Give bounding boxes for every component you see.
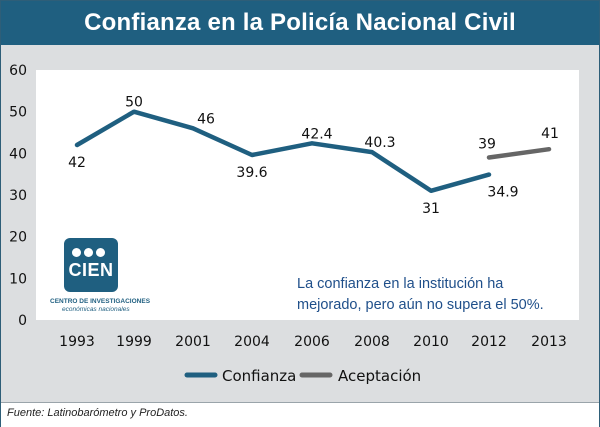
series-line-aceptacin	[486, 146, 552, 160]
cien-logo: CIEN	[64, 238, 118, 292]
legend-label: Confianza	[222, 367, 296, 385]
x-tick-label: 2008	[354, 334, 390, 350]
data-label: 39.6	[236, 165, 267, 181]
x-tick-label: 2004	[234, 334, 270, 350]
x-tick-label: 2012	[471, 334, 507, 350]
data-label: 46	[197, 111, 215, 127]
source-note: Fuente: Latinobarómetro y ProDatos.	[7, 407, 188, 419]
legend-label: Aceptación	[338, 367, 421, 385]
logo-caption-line1: CENTRO DE INVESTIGACIONES	[50, 298, 151, 305]
chart-title: Confianza en la Policía Nacional Civil	[84, 9, 516, 36]
annotation-note: La confianza en la institución ha mejora…	[297, 276, 544, 313]
x-tick-label: 2006	[294, 334, 330, 350]
logo-text: CIEN	[68, 260, 114, 280]
x-tick-label: 2013	[531, 334, 567, 350]
series-line-confianza	[74, 109, 492, 194]
logo-caption-line2: económicas nacionales	[62, 306, 130, 313]
y-tick-label: 50	[9, 105, 27, 121]
data-label: 31	[422, 201, 440, 217]
data-label: 40.3	[364, 135, 395, 151]
data-label: 39	[478, 137, 496, 153]
y-tick-label: 60	[9, 63, 27, 79]
data-label: 50	[125, 95, 143, 111]
y-tick-label: 30	[9, 188, 27, 204]
data-label: 42	[68, 155, 86, 171]
logo-dots	[72, 248, 110, 258]
y-tick-label: 40	[9, 146, 27, 162]
data-label: 41	[541, 126, 559, 142]
x-tick-label: 1999	[116, 334, 152, 350]
y-tick-label: 0	[18, 313, 27, 329]
x-tick-label: 2010	[413, 334, 449, 350]
data-label: 42.4	[301, 126, 332, 142]
footer: Fuente: Latinobarómetro y ProDatos.	[1, 402, 599, 427]
title-bar: Confianza en la Policía Nacional Civil	[1, 1, 599, 45]
y-tick-label: 10	[9, 271, 27, 287]
x-tick-label: 1993	[59, 334, 95, 350]
plot-area	[36, 70, 579, 320]
y-tick-label: 20	[9, 230, 27, 246]
logo-caption: CENTRO DE INVESTIGACIONES económicas nac…	[50, 298, 150, 314]
x-tick-label: 2001	[175, 334, 211, 350]
data-label: 34.9	[487, 185, 518, 201]
